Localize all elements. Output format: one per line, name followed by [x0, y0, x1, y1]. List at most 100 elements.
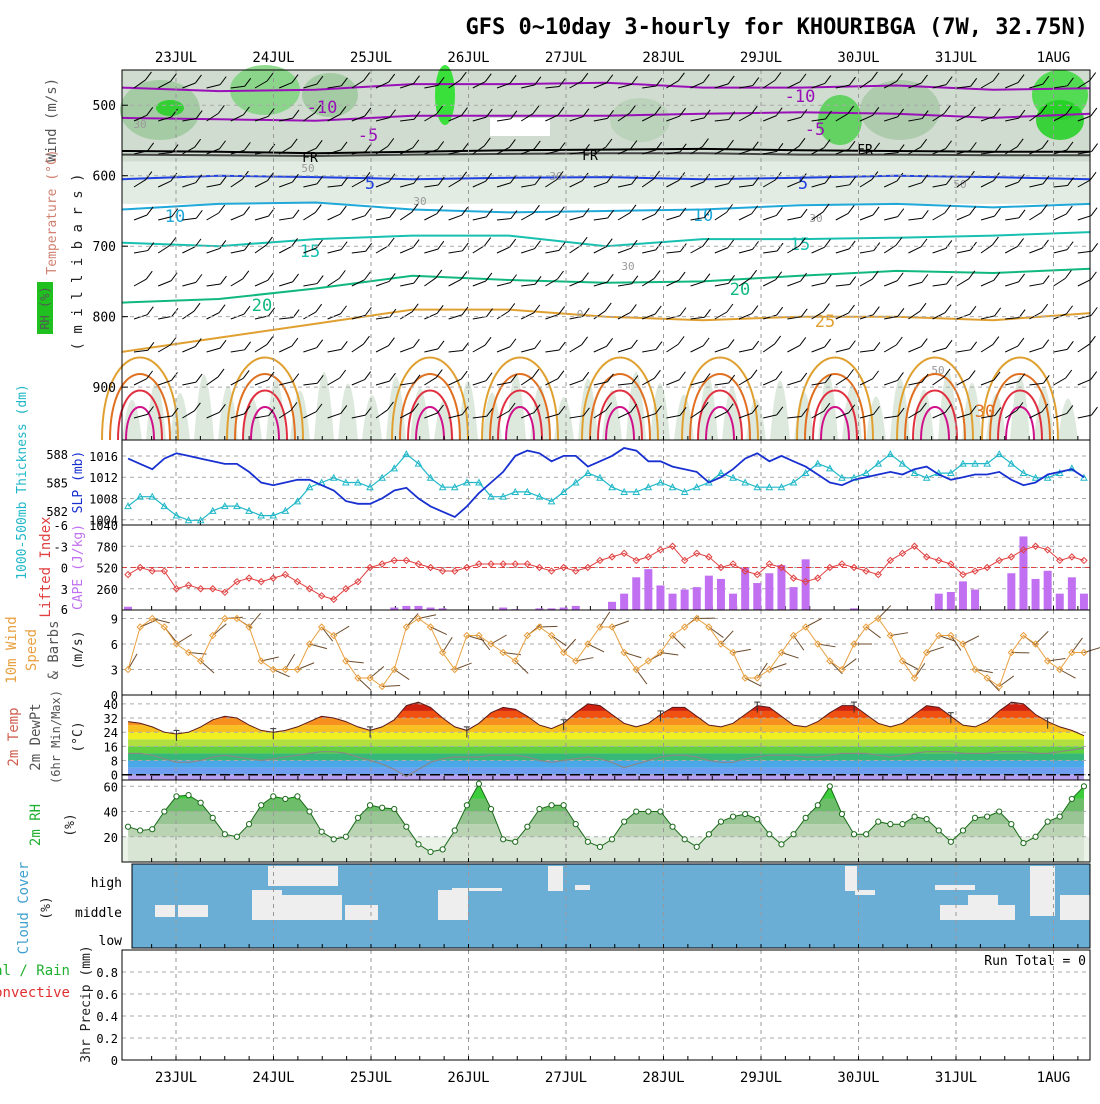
- cape-bar: [729, 594, 737, 610]
- rh-2m-series-point: [222, 832, 227, 837]
- rh-2m-series-point: [537, 806, 542, 811]
- temp-tick-label: 8: [111, 755, 118, 769]
- wind-tick-label: 3: [111, 664, 118, 678]
- temp-ylabel-3: (6hr Min/Max): [49, 690, 63, 784]
- rh-2m-series-point: [525, 824, 530, 829]
- cape-bar: [1032, 579, 1040, 610]
- date-label-top: 31JUL: [935, 50, 977, 66]
- temp-tick-label: 40: [104, 698, 118, 712]
- li-tick-label: 3: [61, 583, 68, 597]
- temp-contour-label: -10: [785, 87, 816, 107]
- rh-2m-series-point: [549, 803, 554, 808]
- rh-2m-series-point: [1057, 814, 1062, 819]
- rh-contour-label: 30: [621, 260, 634, 273]
- rh-contour-label: 0: [577, 308, 584, 321]
- rh-2m-series-point: [476, 781, 481, 786]
- date-label-top: 1AUG: [1037, 50, 1071, 66]
- date-label-top: 29JUL: [740, 50, 782, 66]
- precip-ylabel-2: Convective: [0, 985, 70, 1001]
- rh-2m-series-point: [295, 794, 300, 799]
- date-label-bottom: 30JUL: [837, 1070, 879, 1086]
- cape-bar: [632, 577, 640, 610]
- rh-2m-series-point: [827, 784, 832, 789]
- rh-2m-series-point: [718, 819, 723, 824]
- rh-2m-series-point: [888, 822, 893, 827]
- temp-contour-label: 15: [300, 242, 320, 262]
- cape-bar: [1080, 594, 1088, 610]
- pressure-tick-label: 500: [93, 99, 116, 114]
- cloud-level-label: high: [91, 876, 122, 891]
- rh-2m-series-point: [912, 814, 917, 819]
- rh-2m-series-point: [162, 809, 167, 814]
- rh-blob: [156, 100, 184, 116]
- rh-2m-series-point: [1081, 784, 1086, 789]
- temp-ylabel-2: 2m DewPt: [28, 703, 44, 770]
- rh-2m-series-point: [730, 814, 735, 819]
- rh-2m-series-point: [150, 827, 155, 832]
- cape-bar: [669, 594, 677, 610]
- precip-ylabel-3: 3hr Precip (mm): [79, 945, 94, 1062]
- date-label-top: 25JUL: [350, 50, 392, 66]
- cape-bar: [935, 594, 943, 610]
- rh-2m-series-point: [307, 809, 312, 814]
- rh-2m-series-point: [924, 817, 929, 822]
- rh-2m-series-point: [246, 822, 251, 827]
- date-label-bottom: 29JUL: [740, 1070, 782, 1086]
- rh-2m-series-point: [367, 803, 372, 808]
- cloud-block: [548, 866, 563, 891]
- rh-2m-series-point: [380, 805, 385, 810]
- cape-bar: [959, 581, 967, 610]
- cloud-block: [990, 905, 1015, 920]
- temp-tick-label: 24: [104, 726, 118, 740]
- date-label-top: 24JUL: [252, 50, 294, 66]
- pressure-tick-label: 800: [93, 311, 116, 326]
- rh-blob: [860, 80, 940, 140]
- temp-band: [122, 739, 1090, 746]
- cloud-block: [178, 905, 208, 917]
- pressure-tick-label: 600: [93, 170, 116, 185]
- cloud-block: [268, 866, 338, 886]
- li-tick-label: -6: [54, 519, 68, 533]
- rh-2m-series-point: [960, 828, 965, 833]
- rh-2m-series-point: [682, 837, 687, 842]
- rh-2m-series-point: [355, 815, 360, 820]
- rh-2m-series-point: [585, 839, 590, 844]
- cloud-block: [940, 905, 970, 920]
- upper-ylabel-rh: RH (%): [38, 286, 52, 329]
- rh-2m-series-point: [864, 832, 869, 837]
- precip-tick-label: 0.4: [96, 1010, 118, 1024]
- precip-ylabel-1: Total / Rain: [0, 963, 70, 979]
- rh-2m-series-point: [839, 811, 844, 816]
- cape-tick-label: 1040: [89, 519, 118, 533]
- cloud-block: [1060, 895, 1090, 920]
- date-label-bottom: 26JUL: [447, 1070, 489, 1086]
- rh-2m-series-point: [198, 800, 203, 805]
- cape-bar: [656, 585, 664, 610]
- temp-band: [122, 775, 1090, 780]
- rh-2m-series-point: [452, 828, 457, 833]
- rh-2m-series-point: [561, 803, 566, 808]
- cape-ylabel-cape: CAPE (J/kg): [71, 524, 86, 610]
- upper-ylabel-mb: ( m i l l i b a r s ): [70, 173, 86, 350]
- date-label-top: 30JUL: [837, 50, 879, 66]
- temp-ylabel-unit: (°C): [71, 721, 86, 752]
- cloud-block: [438, 890, 468, 920]
- wind-ylabel-2: Speed: [24, 629, 40, 671]
- rh-2m-series-point: [779, 842, 784, 847]
- cape-bar: [753, 583, 761, 610]
- rh-2m-series-point: [803, 815, 808, 820]
- cape-tick-label: 780: [96, 540, 118, 554]
- wind-ylabel-unit: (m/s): [71, 630, 86, 669]
- temp-contour-label: 20: [252, 296, 272, 316]
- upper-ylabel-temp: Temperature (°C): [45, 149, 60, 274]
- temp-band: [122, 761, 1090, 768]
- pressure-tick-label: 700: [93, 240, 116, 255]
- precip-tick-label: 0.6: [96, 988, 118, 1002]
- chart-title: GFS 0~10day 3-hourly for KHOURIBGA (7W, …: [465, 15, 1088, 40]
- rh-2m-series-point: [1021, 840, 1026, 845]
- rh-2m-series-point: [488, 806, 493, 811]
- rh-2m-series-point: [234, 834, 239, 839]
- rh-2m-series-point: [694, 844, 699, 849]
- rh-2m-series-point: [634, 809, 639, 814]
